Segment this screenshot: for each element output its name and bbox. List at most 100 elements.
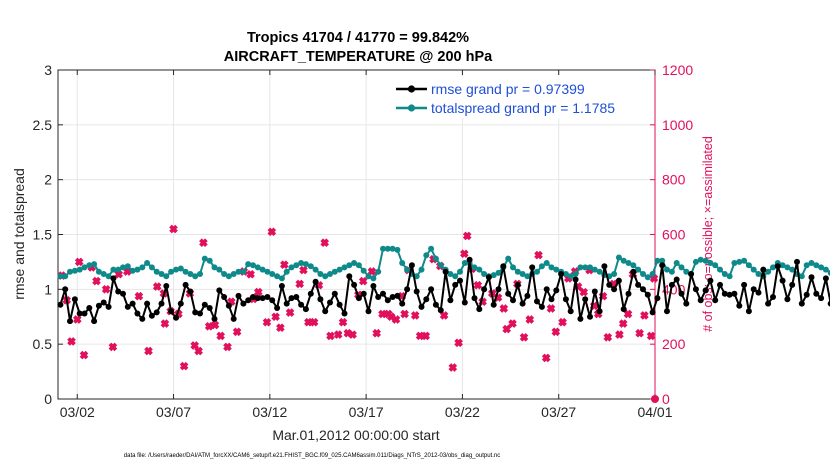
- legend-label-rmse: rmse grand pr = 0.97399: [431, 81, 585, 97]
- point-totalspread: [649, 271, 656, 277]
- point-rmse: [461, 299, 468, 306]
- x-axis: 03/02 03/07 03/12 03/17 03/22 03/27 04/01: [60, 70, 673, 420]
- y-tick-label: 2.5: [33, 117, 53, 133]
- point-rmse: [692, 286, 699, 293]
- point-totalspread: [148, 264, 155, 271]
- y2-tick-label: 200: [662, 336, 686, 352]
- obs-possible-marker: [454, 338, 463, 348]
- obs-possible-marker: [391, 315, 401, 324]
- point-rmse: [760, 266, 767, 273]
- point-rmse: [683, 300, 690, 307]
- point-rmse: [630, 268, 637, 275]
- obs-possible-marker: [299, 265, 308, 275]
- point-totalspread: [591, 266, 598, 273]
- point-totalspread: [115, 266, 122, 273]
- point-totalspread: [105, 273, 112, 280]
- obs-possible-marker: [309, 317, 319, 327]
- point-totalspread: [394, 246, 401, 253]
- obs-possible-marker: [114, 269, 124, 279]
- point-rmse: [567, 308, 574, 315]
- point-totalspread: [712, 262, 719, 269]
- point-rmse: [721, 290, 728, 297]
- point-totalspread: [355, 262, 362, 269]
- obs-possible-marker: [519, 332, 529, 342]
- obs-possible-marker: [462, 231, 472, 241]
- point-rmse: [225, 302, 232, 309]
- point-rmse: [731, 290, 738, 297]
- point-totalspread: [428, 245, 435, 252]
- point-rmse: [529, 264, 536, 271]
- point-rmse: [86, 305, 93, 311]
- point-rmse: [750, 286, 757, 293]
- point-totalspread: [798, 273, 805, 280]
- point-totalspread: [457, 268, 463, 275]
- point-rmse: [611, 286, 618, 293]
- point-rmse: [168, 308, 175, 315]
- point-totalspread: [192, 273, 199, 280]
- point-rmse: [418, 303, 425, 310]
- data-file-footnote: data file: /Users/raeder/DAI/ATM_forcXX/…: [124, 453, 500, 459]
- point-rmse: [245, 297, 252, 304]
- point-rmse: [322, 308, 329, 315]
- obs-possible-marker: [72, 315, 82, 324]
- point-totalspread: [770, 264, 776, 271]
- point-rmse: [235, 292, 242, 299]
- point-rmse: [365, 308, 372, 315]
- point-totalspread: [240, 268, 247, 275]
- point-rmse: [779, 277, 786, 284]
- y2-tick-label: 1000: [662, 117, 693, 133]
- point-rmse: [254, 295, 261, 302]
- point-rmse: [317, 296, 324, 303]
- point-rmse: [543, 286, 550, 293]
- point-rmse: [91, 318, 98, 325]
- point-rmse: [110, 275, 117, 282]
- point-totalspread: [625, 260, 632, 266]
- point-rmse: [553, 287, 560, 294]
- point-rmse: [803, 291, 810, 298]
- point-rmse: [524, 292, 531, 299]
- legend-label-totalspread: totalspread grand pr = 1.1785: [431, 100, 615, 116]
- point-rmse: [298, 301, 305, 308]
- point-totalspread: [678, 264, 685, 271]
- point-totalspread: [197, 271, 203, 277]
- point-totalspread: [86, 262, 93, 269]
- point-totalspread: [351, 260, 358, 266]
- point-totalspread: [452, 273, 459, 280]
- legend-marker-totalspread: [407, 104, 416, 112]
- point-rmse: [505, 290, 512, 297]
- point-rmse: [81, 310, 88, 317]
- y-tick-label: 2: [44, 172, 52, 188]
- point-totalspread: [57, 273, 64, 280]
- point-rmse: [221, 294, 228, 300]
- x-tick-label: 04/01: [637, 404, 672, 420]
- point-rmse: [404, 286, 411, 293]
- point-rmse: [582, 296, 589, 303]
- point-totalspread: [562, 271, 569, 277]
- y-tick-label: 0.5: [33, 336, 53, 352]
- point-rmse: [120, 290, 126, 297]
- point-totalspread: [336, 266, 343, 273]
- obs-possible-marker: [333, 330, 343, 339]
- obs-possible-marker: [271, 312, 280, 322]
- obs-possible-marker: [101, 284, 111, 294]
- point-rmse: [625, 290, 632, 297]
- point-rmse: [798, 300, 805, 307]
- point-totalspread: [476, 266, 483, 273]
- point-totalspread: [153, 268, 160, 275]
- point-totalspread: [582, 264, 589, 271]
- point-totalspread: [413, 273, 420, 280]
- point-totalspread: [91, 261, 98, 268]
- point-totalspread: [173, 266, 179, 273]
- point-rmse: [620, 306, 627, 313]
- obs-possible-marker: [635, 328, 644, 338]
- point-rmse: [269, 297, 276, 304]
- point-totalspread: [548, 264, 555, 271]
- point-rmse: [789, 281, 796, 288]
- point-totalspread: [76, 266, 83, 273]
- point-totalspread: [514, 268, 521, 275]
- point-rmse: [587, 313, 593, 320]
- point-totalspread: [538, 263, 545, 270]
- point-rmse: [360, 290, 367, 297]
- y-tick-label: 1: [44, 281, 52, 297]
- obs-possible-marker: [410, 311, 420, 320]
